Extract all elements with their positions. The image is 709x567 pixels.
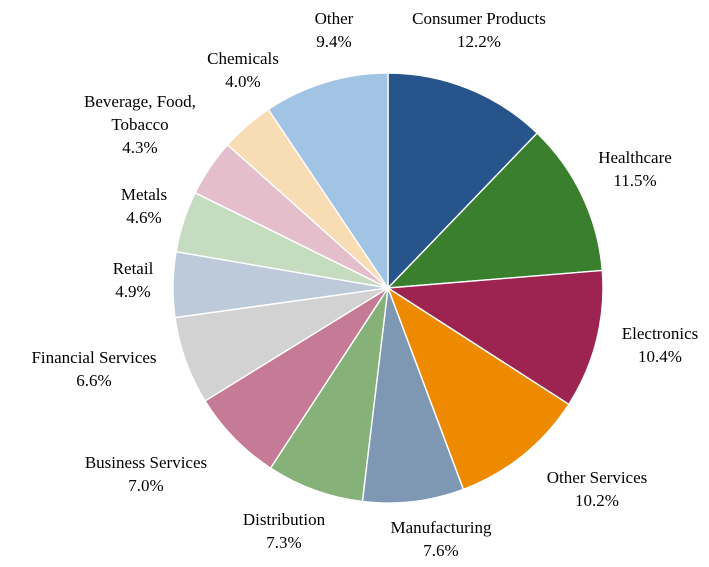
slice-label-name: Business Services — [85, 453, 207, 472]
slice-label-retail: Retail 4.9% — [113, 259, 154, 301]
slice-label-value: 4.3% — [122, 138, 157, 157]
slice-label-value: 4.9% — [115, 282, 150, 301]
pie-labels: Consumer Products 12.2% Healthcare 11.5% Ele… — [31, 9, 698, 560]
pie-slice-other — [267, 72, 389, 291]
slice-label-value: 4.6% — [126, 208, 161, 227]
pie-slice-distribution — [269, 287, 389, 503]
pie-slice-consumer-products — [387, 72, 539, 290]
slice-label-beverage-food-tobacco: Beverage, Food, Tobacco 4.3% — [84, 92, 196, 157]
slice-label-manufacturing: Manufacturing 7.6% — [390, 518, 492, 560]
slice-label-name: Other — [315, 9, 354, 28]
slice-label-value: 7.0% — [128, 476, 163, 495]
slice-label-name: Distribution — [243, 510, 326, 529]
slice-label-name: Metals — [121, 185, 167, 204]
slice-label-value: 9.4% — [316, 32, 351, 51]
slice-label-electronics: Electronics 10.4% — [622, 324, 698, 366]
slice-label-business-services: Business Services 7.0% — [85, 453, 207, 495]
slice-label-name: Tobacco — [111, 115, 168, 134]
pie-slice-electronics — [385, 269, 604, 406]
pie-slice-healthcare — [386, 132, 604, 289]
slice-label-name: Healthcare — [598, 148, 672, 167]
slice-label-value: 6.6% — [76, 371, 111, 390]
slice-label-name: Financial Services — [31, 348, 156, 367]
slice-label-value: 11.5% — [613, 171, 656, 190]
pie-slices — [172, 72, 604, 504]
slice-label-value: 12.2% — [457, 32, 501, 51]
pie-slice-manufacturing — [361, 287, 465, 504]
slice-label-healthcare: Healthcare 11.5% — [598, 148, 672, 190]
slice-label-distribution: Distribution 7.3% — [243, 510, 326, 552]
slice-label-value: 7.3% — [266, 533, 301, 552]
slice-label-value: 7.6% — [423, 541, 458, 560]
slice-label-financial-services: Financial Services 6.6% — [31, 348, 156, 390]
pie-slice-other-services — [386, 286, 570, 491]
slice-label-value: 4.0% — [225, 72, 260, 91]
slice-label-name: Electronics — [622, 324, 698, 343]
slice-label-name: Manufacturing — [390, 518, 492, 537]
slice-label-value: 10.2% — [575, 491, 619, 510]
slice-label-other: Other 9.4% — [315, 9, 354, 51]
slice-label-consumer-products: Consumer Products 12.2% — [412, 9, 546, 51]
slice-label-metals: Metals 4.6% — [121, 185, 167, 227]
slice-label-name: Retail — [113, 259, 154, 278]
slice-label-other-services: Other Services 10.2% — [547, 468, 648, 510]
slice-label-chemicals: Chemicals 4.0% — [207, 49, 279, 91]
slice-label-value: 10.4% — [638, 347, 682, 366]
slice-label-name: Beverage, Food, — [84, 92, 196, 111]
slice-label-name: Consumer Products — [412, 9, 546, 28]
slice-label-name: Other Services — [547, 468, 648, 487]
slice-label-name: Chemicals — [207, 49, 279, 68]
